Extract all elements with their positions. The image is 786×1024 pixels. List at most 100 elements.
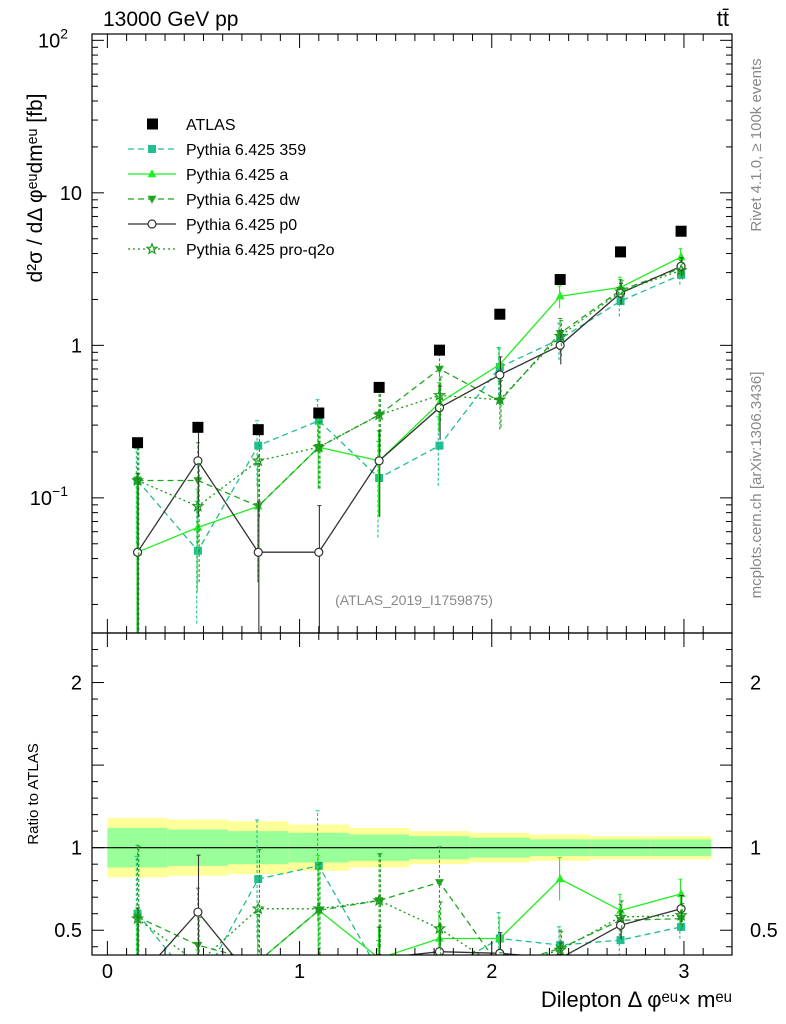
legend-label-pq2o: Pythia 6.425 pro-q2o — [186, 242, 335, 259]
ratio-point-pp0 — [495, 948, 505, 955]
atlas-point — [494, 308, 506, 320]
ratio-y-tick-label-right: 0.5 — [750, 920, 778, 942]
ratio-point-p359 — [254, 875, 263, 884]
x-tick-label: 2 — [486, 961, 497, 983]
data-point-p359 — [556, 335, 565, 344]
legend-label-pdw: Pythia 6.425 dw — [186, 192, 300, 209]
ratio-point-pq2o — [432, 921, 447, 935]
atlas-point — [132, 437, 144, 449]
ratio-point-pq2o — [674, 908, 688, 921]
data-point-p359 — [254, 441, 263, 450]
data-point-pa — [676, 252, 686, 261]
ratio-point-pq2o — [553, 943, 567, 955]
data-point-pq2o — [553, 329, 567, 342]
legend: ATLAS Pythia 6.425 359 Pythia 6.425 a Pythi… — [128, 117, 335, 259]
ratio-point-pq2o — [312, 901, 326, 915]
ratio-point-p359 — [194, 984, 202, 992]
analysis-tag: (ATLAS_2019_I1759875) — [335, 592, 493, 608]
series-pq2o-ratio — [130, 846, 688, 967]
data-point-pp0 — [495, 370, 505, 380]
ratio-line — [137, 881, 682, 955]
series-line — [137, 269, 682, 508]
data-point-pp0 — [314, 547, 324, 557]
atlas-point — [433, 344, 445, 356]
data-point-pp0 — [253, 547, 263, 557]
ratio-point-pa — [133, 975, 142, 983]
ratio-line — [137, 899, 682, 955]
data-point-p359 — [435, 441, 444, 450]
atlas-data-points — [132, 225, 687, 449]
ratio-y-tick-label-right: 2 — [750, 673, 761, 695]
data-point-pq2o — [674, 263, 688, 276]
data-point-pdw — [193, 477, 203, 486]
ratio-point-pdw — [435, 879, 444, 888]
atlas-point — [373, 381, 385, 393]
legend-marker-pq2o — [145, 242, 159, 255]
data-point-pq2o — [432, 388, 447, 401]
main-y-tick-label: 10−1 — [30, 483, 68, 510]
x-axis-label: Dilepton Δ φᵉᵘ× mᵉᵘ — [541, 987, 732, 1012]
legend-marker-atlas — [147, 118, 158, 130]
ratio-point-pq2o — [613, 910, 628, 923]
ratio-point-pp0 — [615, 920, 626, 930]
series-pp0-ratio — [136, 854, 686, 997]
main-y-tick-label: 102 — [38, 25, 68, 52]
legend-marker-pa — [147, 169, 157, 178]
main-y-axis-label: d²σ / dΔ φᵉᵘdmᵉᵘ [fb] — [24, 94, 47, 283]
data-point-pq2o — [312, 440, 326, 453]
legend-marker-pp0 — [147, 219, 157, 229]
x-tick-label: 1 — [294, 961, 305, 983]
data-point-pp0 — [434, 403, 445, 413]
x-tick-label: 0 — [102, 961, 113, 983]
atlas-point — [252, 424, 264, 436]
x-tick-label: 3 — [678, 961, 689, 983]
ratio-panel-series — [130, 810, 688, 997]
ratio-point-pp0 — [193, 907, 203, 917]
ratio-point-pp0 — [434, 947, 445, 955]
series-pp0-main — [132, 257, 686, 633]
legend-label-pp0: Pythia 6.425 p0 — [186, 217, 297, 234]
ratio-point-pq2o — [251, 901, 265, 915]
ratio-point-pq2o — [130, 911, 145, 925]
atlas-point — [192, 421, 204, 433]
ratio-point-p359 — [375, 968, 383, 976]
ratio-point-pdw — [254, 958, 263, 966]
atlas-point — [675, 225, 687, 237]
energy-label: 13000 GeV pp — [103, 8, 238, 31]
data-point-pp0 — [555, 340, 565, 350]
mcplots-label: mcplots.cern.ch [arXiv:1306.3436] — [748, 372, 765, 599]
series-line — [137, 274, 682, 552]
ratio-y-tick-label-left: 0.5 — [54, 920, 82, 942]
ratio-point-pa — [193, 973, 202, 981]
series-p359-ratio — [133, 810, 686, 992]
ratio-point-p359 — [435, 969, 443, 977]
series-p359-main — [133, 265, 686, 624]
ratio-point-pq2o — [193, 958, 203, 967]
series-line — [136, 265, 682, 553]
ratio-point-pq2o — [372, 893, 386, 907]
legend-marker-p359 — [148, 145, 156, 153]
ratio-point-pp0 — [315, 989, 323, 997]
ratio-line — [265, 878, 682, 955]
process-label: tt̄ — [717, 6, 729, 31]
ratio-line — [158, 908, 682, 955]
data-point-pq2o — [613, 284, 628, 298]
legend-label-pa: Pythia 6.425 a — [186, 167, 288, 184]
legend-label-p359: Pythia 6.425 359 — [186, 142, 306, 159]
ratio-point-p359 — [616, 936, 625, 945]
data-point-pq2o — [191, 499, 205, 512]
data-point-pa — [495, 359, 505, 368]
data-point-pq2o — [251, 453, 265, 467]
data-point-pp0 — [193, 456, 203, 466]
ratio-y-tick-label-left: 1 — [71, 838, 82, 860]
rivet-version-label: Rivet 4.1.0, ≥ 100k events — [748, 58, 765, 231]
data-point-pa — [555, 291, 565, 300]
data-point-p359 — [193, 546, 202, 555]
ratio-point-pdw — [133, 913, 142, 922]
data-point-pq2o — [372, 407, 386, 421]
data-point-p359 — [375, 473, 384, 482]
ratio-point-p359 — [677, 922, 686, 931]
series-line — [137, 256, 682, 553]
atlas-point — [313, 407, 325, 419]
